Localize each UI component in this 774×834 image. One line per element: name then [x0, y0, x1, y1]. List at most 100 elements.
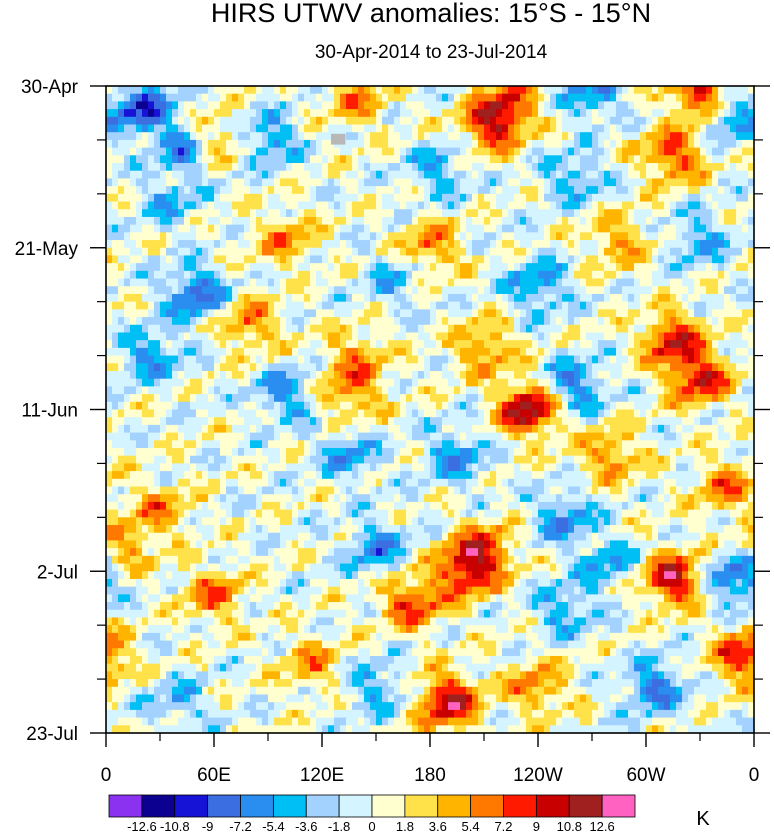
- heatmap-cell: [562, 278, 569, 287]
- heatmap-cell: [220, 370, 227, 380]
- heatmap-cell: [550, 340, 557, 349]
- heatmap-cell: [598, 417, 605, 426]
- heatmap-cell: [418, 216, 425, 226]
- heatmap-cell: [214, 178, 221, 187]
- heatmap-cell: [394, 247, 401, 257]
- heatmap-cell: [346, 163, 353, 172]
- heatmap-cell: [460, 255, 467, 264]
- heatmap-cell: [718, 355, 725, 364]
- heatmap-cell: [730, 355, 737, 364]
- heatmap-cell: [130, 109, 137, 118]
- heatmap-cell: [646, 378, 653, 387]
- heatmap-cell: [646, 340, 653, 349]
- heatmap-cell: [328, 370, 335, 380]
- heatmap-cell: [148, 409, 155, 418]
- heatmap-cell: [568, 109, 575, 118]
- heatmap-cell: [268, 201, 275, 210]
- heatmap-cell: [586, 409, 593, 418]
- heatmap-cell: [592, 163, 599, 172]
- heatmap-cell: [196, 178, 203, 187]
- heatmap-cell: [172, 409, 179, 418]
- heatmap-cell: [394, 201, 401, 210]
- heatmap-cell: [310, 224, 317, 233]
- heatmap-cell: [364, 286, 371, 295]
- heatmap-cell: [700, 301, 707, 310]
- heatmap-cell: [340, 155, 347, 164]
- heatmap-cell: [196, 417, 203, 426]
- heatmap-cell: [730, 224, 737, 233]
- heatmap-cell: [322, 163, 329, 172]
- heatmap-cell: [424, 216, 431, 226]
- heatmap-cell: [226, 232, 233, 241]
- heatmap-cell: [358, 163, 365, 172]
- heatmap-cell: [556, 340, 563, 349]
- heatmap-cell: [274, 432, 281, 441]
- heatmap-cell: [430, 163, 437, 172]
- heatmap-cell: [220, 163, 227, 172]
- heatmap-cell: [208, 370, 215, 380]
- heatmap-cell: [340, 101, 347, 110]
- heatmap-cell: [376, 270, 383, 280]
- heatmap-cell: [388, 224, 395, 233]
- heatmap-cell: [352, 332, 359, 341]
- heatmap-cell: [616, 232, 623, 241]
- heatmap-cell: [466, 216, 473, 226]
- heatmap-cell: [490, 193, 497, 203]
- heatmap-cell: [166, 378, 173, 387]
- heatmap-cell: [292, 401, 299, 411]
- heatmap-cell: [148, 255, 155, 264]
- heatmap-cell: [520, 193, 527, 203]
- heatmap-cell: [652, 124, 659, 133]
- heatmap-cell: [448, 263, 455, 272]
- heatmap-cell: [634, 394, 641, 403]
- heatmap-cell: [634, 178, 641, 187]
- heatmap-cell: [232, 309, 239, 318]
- heatmap-cell: [580, 347, 587, 357]
- heatmap-cell: [742, 386, 749, 395]
- heatmap-cell: [424, 394, 431, 403]
- heatmap-cell: [700, 170, 707, 180]
- heatmap-cell: [442, 409, 449, 418]
- heatmap-cell: [418, 301, 425, 310]
- heatmap-cell: [484, 170, 491, 180]
- heatmap-cell: [370, 240, 377, 249]
- heatmap-cell: [676, 178, 683, 187]
- heatmap-cell: [376, 386, 383, 395]
- heatmap-cell: [196, 286, 203, 295]
- heatmap-cell: [442, 101, 449, 110]
- heatmap-cell: [472, 363, 479, 372]
- heatmap-cell: [310, 240, 317, 249]
- heatmap-cell: [112, 386, 119, 395]
- heatmap-cell: [316, 186, 323, 195]
- heatmap-cell: [748, 116, 755, 126]
- heatmap-cell: [124, 324, 131, 334]
- heatmap-cell: [586, 216, 593, 226]
- heatmap-cell: [232, 193, 239, 203]
- heatmap-cell: [586, 247, 593, 257]
- heatmap-cell: [700, 332, 707, 341]
- heatmap-cell: [184, 263, 191, 272]
- heatmap-cell: [202, 101, 209, 110]
- heatmap-cell: [466, 401, 473, 411]
- heatmap-cell: [268, 224, 275, 233]
- heatmap-cell: [310, 409, 317, 418]
- heatmap-cell: [310, 86, 317, 95]
- heatmap-cell: [202, 340, 209, 349]
- heatmap-cell: [418, 147, 425, 156]
- heatmap-cell: [136, 224, 143, 233]
- heatmap-cell: [670, 332, 677, 341]
- heatmap-cell: [520, 324, 527, 334]
- heatmap-cell: [538, 93, 545, 102]
- heatmap-cell: [130, 147, 137, 156]
- heatmap-cell: [298, 116, 305, 126]
- heatmap-cell: [574, 116, 581, 126]
- heatmap-cell: [508, 170, 515, 180]
- heatmap-cell: [580, 201, 587, 210]
- heatmap-cell: [262, 270, 269, 280]
- heatmap-cell: [544, 186, 551, 195]
- heatmap-cell: [250, 378, 257, 387]
- heatmap-cell: [388, 332, 395, 341]
- heatmap-cell: [556, 147, 563, 156]
- heatmap-cell: [400, 124, 407, 133]
- heatmap-cell: [664, 155, 671, 164]
